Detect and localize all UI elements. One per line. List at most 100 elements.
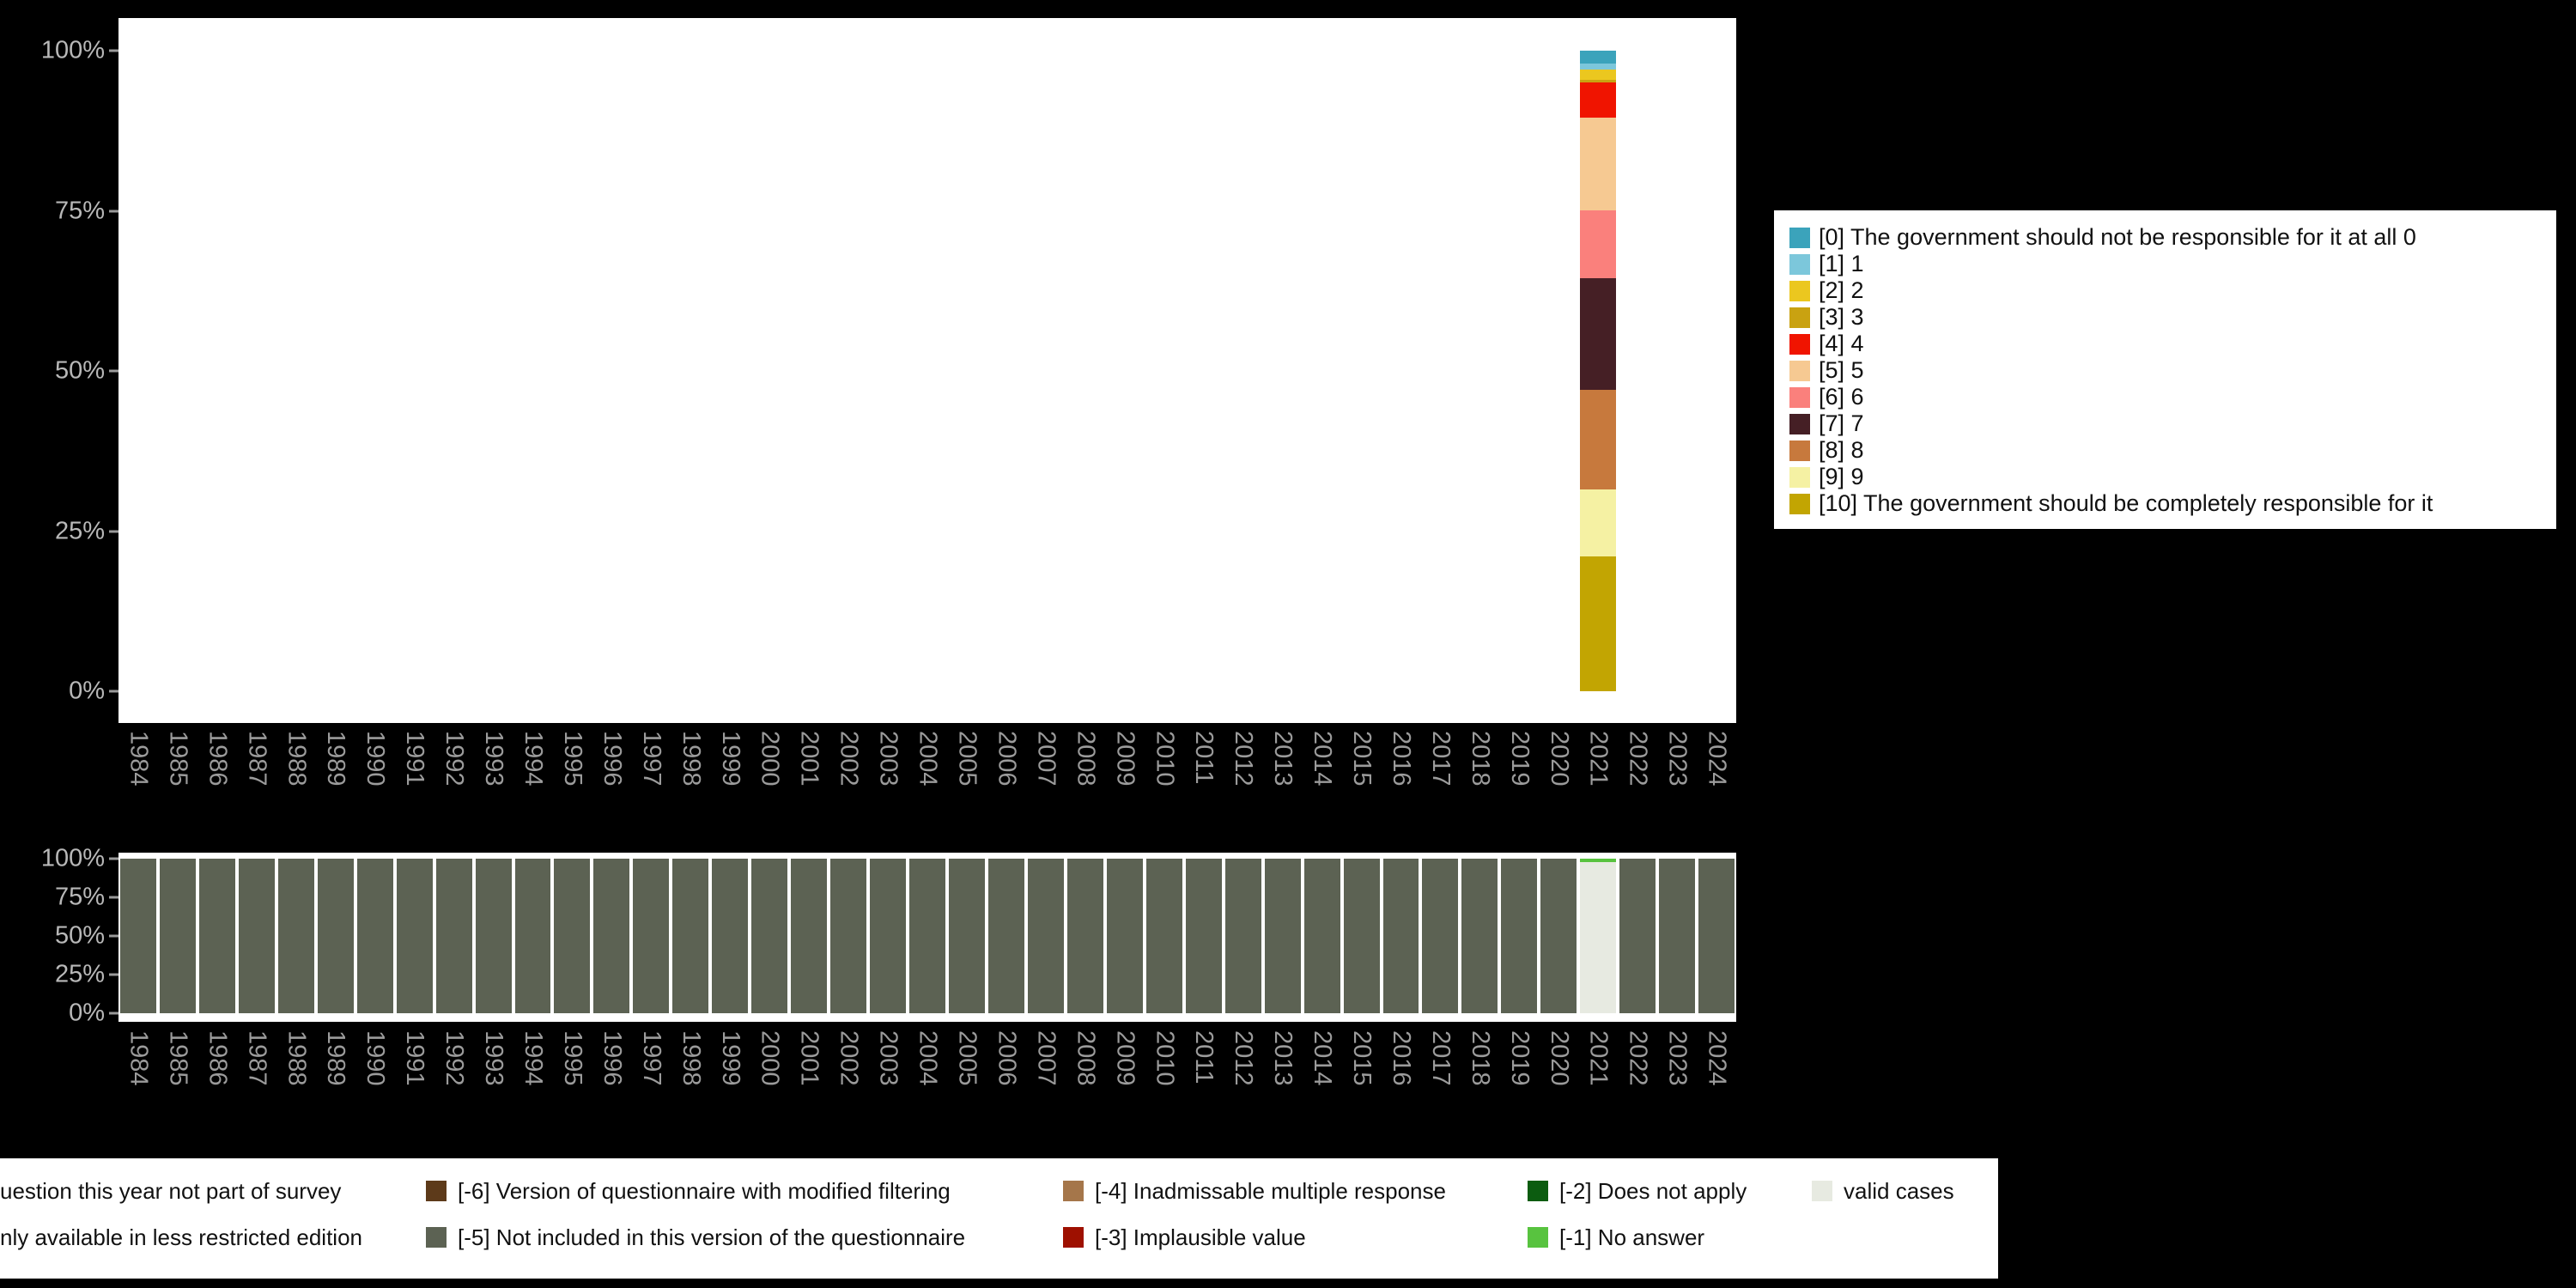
availability-chart-plot [118,853,1736,1022]
legend-color-swatch [1789,466,1810,488]
x-tick-slot: 2009 [1105,731,1145,817]
bar-slot [1145,51,1184,691]
legend-item-label: [7] 7 [1819,410,1864,436]
bar-slot [750,51,789,691]
availability-chart-x-axis: 1984 1985 1986 1987 1988 1989 1990 1991 1992 1993… [118,1030,1736,1116]
y-tick-mark [109,934,118,938]
x-tick-label: 2016 [1387,731,1415,787]
x-tick-label: 2003 [874,731,902,787]
x-tick-label: 1997 [637,1030,665,1086]
legend-item-label: [-4] Inadmissable multiple response [1095,1177,1446,1204]
bar-segment [870,859,907,1013]
legend-item-label: [-1] No answer [1559,1224,1705,1250]
legend-item-label: [9] 9 [1819,464,1864,489]
x-tick-slot: 1985 [158,1030,197,1116]
bar-slot [1382,51,1421,691]
bar-slot [592,51,631,691]
legend-color-swatch [1528,1181,1548,1201]
x-tick-slot: 1988 [276,1030,316,1116]
x-tick-label: 1994 [519,1030,547,1086]
x-tick-label: 1998 [677,731,705,787]
x-tick-slot: 2018 [1460,731,1499,817]
missing-legend-item: [-5] Not included in this version of the… [426,1224,965,1250]
x-tick-label: 2009 [1111,1030,1139,1086]
x-tick-label: 1985 [164,731,192,787]
bar-segment [1580,63,1617,70]
bar-slot [118,51,158,691]
x-tick-label: 2023 [1663,731,1692,787]
legend-item-label: [-3] Implausible value [1095,1224,1306,1250]
x-tick-slot: 2024 [1697,731,1736,817]
bar-slot [1066,859,1105,1013]
x-tick-label: 2003 [874,1030,902,1086]
legend-item: [3] 3 [1789,304,2541,331]
bar-segment [987,859,1024,1013]
bar-segment [751,859,788,1013]
x-tick-slot: 2010 [1145,1030,1184,1116]
x-tick-slot: 2011 [1184,731,1224,817]
bar-segment [159,859,196,1013]
bar-segment [1580,861,1617,1013]
y-tick-mark [109,857,118,860]
x-tick-label: 2004 [914,1030,942,1086]
bar-segment [1145,859,1182,1013]
x-tick-slot: 2020 [1539,1030,1578,1116]
bar-slot [316,859,355,1013]
legend-item: [9] 9 [1789,464,2541,490]
availability-chart-bars [118,859,1736,1013]
x-tick-label: 1999 [716,1030,744,1086]
x-tick-label: 2007 [1032,1030,1060,1086]
legend-item: [8] 8 [1789,437,2541,464]
x-tick-slot: 1996 [592,731,631,817]
bar-slot [1539,51,1578,691]
bar-segment [1382,859,1419,1013]
legend-color-swatch [1789,253,1810,275]
x-tick-slot: 2014 [1303,1030,1342,1116]
bar-segment [1106,859,1143,1013]
bar-slot [631,859,671,1013]
x-tick-slot: 1998 [671,1030,710,1116]
x-tick-label: 2024 [1703,731,1731,787]
bar-slot [158,51,197,691]
bar-slot [1184,859,1224,1013]
x-tick-label: 2001 [795,1030,823,1086]
x-tick-slot: 1997 [631,731,671,817]
x-tick-label: 1990 [361,731,390,787]
bar-slot [987,859,1026,1013]
bar-slot [908,51,947,691]
bar-segment [1580,489,1617,557]
x-tick-slot: 1988 [276,731,316,817]
x-tick-label: 1996 [598,1030,626,1086]
x-tick-slot: 1990 [355,731,395,817]
bar-slot [1105,51,1145,691]
x-tick-slot: 1999 [710,731,750,817]
x-tick-slot: 2019 [1499,1030,1539,1116]
y-tick-label: 50% [54,356,105,385]
x-tick-label: 1997 [637,731,665,787]
bar-segment [712,859,749,1013]
x-tick-label: 1993 [480,731,508,787]
bar-slot [474,51,513,691]
bar-slot [671,51,710,691]
bar-slot [1539,859,1578,1013]
y-tick-mark [109,49,118,52]
x-tick-slot: 1995 [552,1030,592,1116]
x-tick-label: 2013 [1269,731,1297,787]
x-tick-slot: 1989 [316,1030,355,1116]
legend-item-label: [2] 2 [1819,277,1864,303]
x-tick-label: 2015 [1348,1030,1376,1086]
bar-segment [1303,859,1340,1013]
x-tick-label: 2023 [1663,1030,1692,1086]
x-tick-slot: 2008 [1066,1030,1105,1116]
x-tick-slot: 1992 [434,731,474,817]
x-tick-label: 2009 [1111,731,1139,787]
x-tick-slot: 2022 [1618,1030,1657,1116]
bar-slot [237,859,276,1013]
bar-slot [829,859,868,1013]
bar-slot [1026,859,1066,1013]
bar-segment [356,859,393,1013]
distribution-chart-x-axis: 1984 1985 1986 1987 1988 1989 1990 1991 1992 1993… [118,731,1736,817]
x-tick-slot: 1991 [395,731,434,817]
legend-item-label: [1] 1 [1819,251,1864,276]
bar-segment [1580,556,1617,691]
